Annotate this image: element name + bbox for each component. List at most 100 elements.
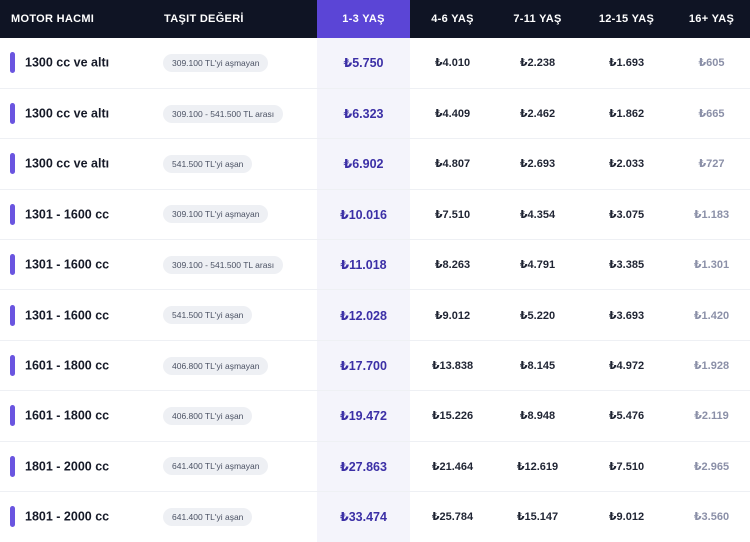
motor-hacmi-label: 1301 - 1600 cc	[25, 207, 110, 222]
motor-hacmi-cell: 1300 cc ve altı	[0, 88, 160, 140]
tax-16-plus-yas-cell: ₺1.420	[673, 289, 750, 341]
tax-12-15-yas-cell: ₺7.510	[580, 441, 673, 493]
tax-16-plus-yas-cell: ₺665	[673, 88, 750, 140]
tax-12-15-yas-cell: ₺5.476	[580, 390, 673, 442]
motor-hacmi-label: 1301 - 1600 cc	[25, 308, 110, 323]
tax-1-3-yas-cell: ₺27.863	[317, 441, 410, 493]
tax-7-11-yas-cell: ₺5.220	[495, 289, 580, 341]
tax-7-11-yas-cell: ₺4.354	[495, 189, 580, 241]
tasit-degeri-badge: 309.100 - 541.500 TL arası	[163, 255, 284, 274]
motor-hacmi-label: 1601 - 1800 cc	[25, 358, 110, 373]
motor-hacmi-cell: 1301 - 1600 cc	[0, 289, 160, 341]
tax-7-11-yas-cell: ₺12.619	[495, 441, 580, 493]
row-accent-bar	[10, 506, 15, 528]
row-accent-bar	[10, 455, 15, 477]
tasit-degeri-badge: 309.100 TL'yi aşmayan	[163, 53, 269, 72]
header-age-12-15: 12-15 YAŞ	[598, 13, 655, 25]
motor-hacmi-cell: 1601 - 1800 cc	[0, 390, 160, 442]
tax-12-15-yas-cell: ₺3.075	[580, 189, 673, 241]
header-age-1-3: 1-3 YAŞ	[317, 0, 410, 38]
table-row: 1300 cc ve altı 309.100 TL'yi aşmayan ₺5.7…	[0, 38, 750, 89]
table-row: 1601 - 1800 cc 406.800 TL'yi aşmayan ₺17.7…	[0, 340, 750, 392]
tax-1-3-yas-cell: ₺6.323	[317, 88, 410, 140]
tax-16-plus-yas-cell: ₺1.301	[673, 239, 750, 291]
tax-7-11-yas-cell: ₺8.948	[495, 390, 580, 442]
tasit-degeri-cell: 406.800 TL'yi aşan	[160, 390, 317, 442]
tax-12-15-yas-cell: ₺4.972	[580, 340, 673, 392]
tax-16-plus-yas-cell: ₺1.928	[673, 340, 750, 392]
tax-4-6-yas-cell: ₺25.784	[431, 511, 474, 524]
tax-16-plus-yas-cell: ₺2.965	[673, 441, 750, 493]
motor-hacmi-cell: 1801 - 2000 cc	[0, 492, 160, 542]
row-accent-bar	[10, 405, 15, 427]
tasit-degeri-badge: 406.800 TL'yi aşmayan	[163, 356, 269, 375]
table-body: 1300 cc ve altı 309.100 TL'yi aşmayan ₺5.7…	[0, 38, 750, 542]
motor-hacmi-label: 1801 - 2000 cc	[25, 459, 110, 474]
table-row: 1801 - 2000 cc 641.400 TL'yi aşmayan ₺27.8…	[0, 441, 750, 493]
header-age-7-11: 7-11 YAŞ	[513, 13, 562, 25]
tax-7-11-yas-cell: ₺2.238	[495, 38, 580, 89]
tasit-degeri-badge: 541.500 TL'yi aşan	[163, 154, 253, 173]
tax-16-plus-yas-cell: ₺2.119	[673, 390, 750, 442]
table-row: 1601 - 1800 cc 406.800 TL'yi aşan ₺19.472 ₺…	[0, 390, 750, 442]
table-row: 1801 - 2000 cc 641.400 TL'yi aşan ₺33.474 ₺…	[0, 491, 750, 542]
tax-4-6-yas-cell: ₺4.010	[410, 38, 495, 89]
table-row: 1301 - 1600 cc 309.100 TL'yi aşmayan ₺10.0…	[0, 189, 750, 241]
tasit-degeri-cell: 406.800 TL'yi aşmayan	[160, 340, 317, 392]
tasit-degeri-cell: 641.400 TL'yi aşan	[160, 492, 317, 542]
tasit-degeri-cell: 309.100 TL'yi aşmayan	[160, 189, 317, 241]
tax-12-15-yas-cell: ₺9.012	[608, 511, 645, 524]
table-row: 1301 - 1600 cc 541.500 TL'yi aşan ₺12.028 ₺…	[0, 289, 750, 341]
motor-hacmi-label: 1601 - 1800 cc	[25, 408, 110, 423]
tax-7-11-yas-cell: ₺4.791	[495, 239, 580, 291]
tax-4-6-yas-cell: ₺9.012	[410, 289, 495, 341]
tax-1-3-yas-cell: ₺19.472	[317, 390, 410, 442]
tax-1-3-yas-cell: ₺17.700	[317, 340, 410, 392]
tax-1-3-yas-cell: ₺11.018	[317, 239, 410, 291]
tax-12-15-yas-cell: ₺3.385	[580, 239, 673, 291]
table-row: 1300 cc ve altı 309.100 - 541.500 TL aras…	[0, 88, 750, 140]
tax-4-6-yas-cell: ₺8.263	[410, 239, 495, 291]
tasit-degeri-cell: 309.100 TL'yi aşmayan	[160, 38, 317, 89]
tax-1-3-yas-cell: ₺6.902	[317, 138, 410, 190]
tax-4-6-yas-cell: ₺21.464	[410, 441, 495, 493]
tax-4-6-yas-cell: ₺4.807	[410, 138, 495, 190]
tasit-degeri-cell: 309.100 - 541.500 TL arası	[160, 239, 317, 291]
motor-hacmi-cell: 1300 cc ve altı	[0, 38, 160, 89]
motor-hacmi-label: 1300 cc ve altı	[25, 106, 110, 121]
table-row: 1300 cc ve altı 541.500 TL'yi aşan ₺6.902 ₺…	[0, 138, 750, 190]
tax-16-plus-yas-cell: ₺1.183	[673, 189, 750, 241]
tasit-degeri-badge: 541.500 TL'yi aşan	[163, 306, 253, 325]
table-header: MOTOR HACMI TAŞIT DEĞERİ 1-3 YAŞ 4-6 YAŞ…	[0, 0, 750, 38]
row-accent-bar	[10, 254, 15, 276]
tax-7-11-yas-cell: ₺2.693	[495, 138, 580, 190]
tax-4-6-yas-cell: ₺4.409	[410, 88, 495, 140]
motor-hacmi-label: 1300 cc ve altı	[25, 55, 110, 70]
header-age-16-plus: 16+ YAŞ	[688, 13, 735, 25]
tax-1-3-yas-cell: ₺5.750	[317, 38, 410, 89]
motor-hacmi-label: 1300 cc ve altı	[25, 156, 110, 171]
tax-4-6-yas-cell: ₺7.510	[410, 189, 495, 241]
tax-16-plus-yas-cell: ₺727	[673, 138, 750, 190]
tasit-degeri-cell: 541.500 TL'yi aşan	[160, 138, 317, 190]
row-accent-bar	[10, 203, 15, 225]
motor-hacmi-cell: 1301 - 1600 cc	[0, 239, 160, 291]
tax-1-3-yas-cell: ₺10.016	[317, 189, 410, 241]
header-motor-hacmi: MOTOR HACMI	[11, 13, 95, 25]
motor-hacmi-label: 1301 - 1600 cc	[25, 257, 110, 272]
motor-hacmi-cell: 1301 - 1600 cc	[0, 189, 160, 241]
header-row: MOTOR HACMI TAŞIT DEĞERİ 1-3 YAŞ 4-6 YAŞ…	[0, 0, 750, 38]
motor-hacmi-cell: 1601 - 1800 cc	[0, 340, 160, 392]
row-accent-bar	[10, 103, 15, 125]
tax-7-11-yas-cell: ₺8.145	[495, 340, 580, 392]
motor-hacmi-cell: 1801 - 2000 cc	[0, 441, 160, 493]
tax-4-6-yas-cell: ₺13.838	[410, 340, 495, 392]
tasit-degeri-cell: 309.100 - 541.500 TL arası	[160, 88, 317, 140]
tax-12-15-yas-cell: ₺1.693	[580, 38, 673, 89]
tax-1-3-yas-cell: ₺33.474	[317, 491, 410, 542]
tax-16-plus-yas-cell: ₺3.560	[693, 511, 730, 524]
tax-1-3-yas-cell: ₺12.028	[317, 289, 410, 341]
tasit-degeri-badge: 309.100 - 541.500 TL arası	[163, 104, 284, 123]
row-accent-bar	[10, 52, 15, 74]
